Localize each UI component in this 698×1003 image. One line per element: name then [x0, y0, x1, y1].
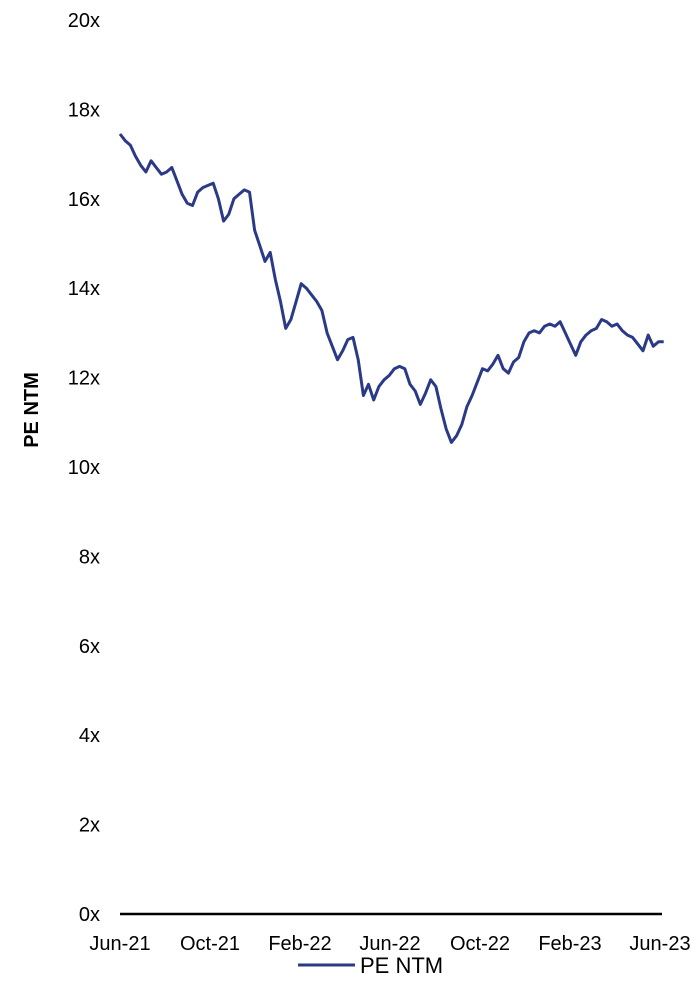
legend: PE NTM [298, 953, 443, 978]
y-tick-label: 20x [68, 10, 100, 32]
legend-label-pe-ntm: PE NTM [360, 953, 443, 978]
y-tick-label: 8x [79, 546, 100, 568]
x-tick-label: Jun-21 [89, 933, 150, 955]
x-tick-label: Oct-22 [450, 933, 510, 955]
y-tick-label: 12x [68, 368, 100, 390]
x-tick-label: Feb-22 [268, 933, 331, 955]
y-tick-label: 4x [79, 725, 100, 747]
y-tick-label: 2x [79, 815, 100, 837]
y-axis-ticks: 0x 2x 4x 6x 8x 10x 12x 14x 16x 18x 20x [68, 10, 100, 926]
x-tick-label: Jun-22 [359, 933, 420, 955]
series-line-pe-ntm [118, 133, 664, 444]
y-axis-label: PE NTM [21, 372, 43, 448]
y-tick-label: 18x [68, 99, 100, 121]
y-tick-label: 10x [68, 457, 100, 479]
y-tick-label: 0x [79, 904, 100, 926]
x-tick-label: Feb-23 [538, 933, 601, 955]
x-tick-label: Jun-23 [629, 933, 690, 955]
x-axis-ticks: Jun-21 Oct-21 Feb-22 Jun-22 Oct-22 Feb-23 Jun-… [89, 933, 690, 955]
x-tick-label: Oct-21 [180, 933, 240, 955]
y-tick-label: 16x [68, 189, 100, 211]
y-tick-label: 14x [68, 278, 100, 300]
y-tick-label: 6x [79, 636, 100, 658]
